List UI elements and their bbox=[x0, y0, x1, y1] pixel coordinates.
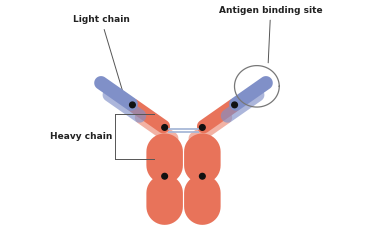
Circle shape bbox=[130, 102, 135, 108]
Polygon shape bbox=[127, 99, 170, 133]
Text: Light chain: Light chain bbox=[73, 15, 130, 95]
Polygon shape bbox=[146, 175, 183, 225]
Polygon shape bbox=[103, 88, 146, 123]
Polygon shape bbox=[168, 128, 199, 130]
Circle shape bbox=[162, 173, 167, 179]
Polygon shape bbox=[189, 111, 232, 145]
Polygon shape bbox=[146, 133, 183, 184]
Circle shape bbox=[162, 125, 167, 130]
Text: Antigen binding site: Antigen binding site bbox=[219, 6, 323, 63]
Polygon shape bbox=[221, 88, 264, 123]
Circle shape bbox=[232, 102, 237, 108]
Polygon shape bbox=[184, 133, 221, 184]
Text: Heavy chain: Heavy chain bbox=[50, 132, 113, 141]
Circle shape bbox=[200, 125, 205, 130]
Polygon shape bbox=[94, 76, 138, 111]
Polygon shape bbox=[229, 76, 273, 111]
Polygon shape bbox=[197, 99, 240, 133]
Polygon shape bbox=[184, 175, 221, 225]
Polygon shape bbox=[135, 111, 178, 145]
Circle shape bbox=[200, 173, 205, 179]
Polygon shape bbox=[168, 131, 199, 133]
